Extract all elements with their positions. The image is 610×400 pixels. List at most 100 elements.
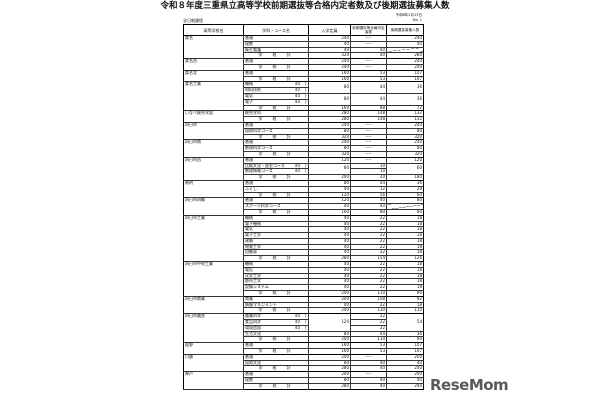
course-label: 総合学科: [245, 110, 261, 116]
school-name: いなべ総合学園: [183, 110, 244, 123]
course-label: 衛生看護: [245, 47, 261, 52]
later-value: 240: [386, 139, 424, 147]
school-name: 四日市農芸: [183, 313, 244, 344]
later-value: 80: [386, 127, 424, 135]
school-name: 桑名北: [183, 69, 244, 83]
course-label: 国際科学コース: [245, 128, 273, 133]
later-value: 180: [386, 174, 424, 181]
early-value: 44: [350, 92, 387, 106]
table-row: 建築 40 22 18: [184, 237, 424, 245]
brace-icon: }: [304, 325, 307, 330]
course-type-label: 全日制課程: [183, 17, 203, 23]
later-value: [386, 46, 424, 54]
course-label: 学 校 計: [258, 52, 294, 58]
course-label: 建築: [245, 238, 253, 243]
course-name: 普通: [243, 35, 309, 42]
course-label: 学 校 計: [258, 336, 294, 342]
course-label: 普通: [245, 139, 253, 145]
later-value: 320: [386, 133, 424, 141]
later-value: 36: [386, 81, 424, 94]
school-name: 菰野: [183, 342, 244, 355]
later-value: 120: [386, 156, 424, 164]
later-value: 36: [386, 92, 424, 106]
brace-icon: }: [304, 87, 307, 93]
table-row: 桑名 普通 240 ---- 240: [183, 34, 424, 60]
early-value: 44: [350, 81, 387, 94]
course-label: 普通: [245, 122, 253, 127]
later-value: 18: [386, 214, 424, 222]
course-name: スポーツ科学コース: [243, 203, 309, 210]
brace-icon: }: [304, 99, 307, 104]
course-label: 比較文化・歴史コース: [245, 163, 285, 168]
later-value: 80: [386, 197, 424, 205]
course-name: 電気: [243, 226, 309, 234]
table-row: 自動車 40 22 18: [184, 249, 424, 257]
table-row: 理数 40 ---- 40: [184, 40, 424, 48]
document-title: 令和８年度三重県立高等学校前期選抜等合格内定者数及び後期選抜募集人数: [160, 1, 450, 11]
course-label: 農業科学: [245, 313, 261, 319]
later-value: 18: [386, 226, 424, 234]
school-name: 桑名工業: [183, 81, 244, 112]
table-row: 四日市中央工業 機械 40 22 18: [183, 261, 424, 297]
brace-icon: }: [304, 313, 307, 319]
brace-icon: }: [304, 81, 307, 87]
course-label: 理数: [245, 41, 253, 46]
table-row: 国際科学コース 80 ---- 80: [184, 127, 424, 135]
later-value: 54: [386, 313, 424, 332]
table-row: 比較文化・歴史コース 40} 80 10 60: [184, 162, 424, 176]
course-label: 普通: [245, 197, 253, 203]
course-label: ふくし: [245, 186, 257, 191]
course-sub-capacity: 40: [294, 163, 300, 168]
brace-icon: }: [304, 168, 307, 174]
course-label: 学 校 計: [258, 255, 294, 261]
school-total-row: 学 校 計 320 ---- 320: [184, 150, 424, 158]
course-label: 普通: [245, 58, 253, 64]
school-total-row: 学 校 計 120 56 64: [184, 191, 424, 199]
course-label: 普通: [245, 70, 253, 75]
course-label: 食品科学: [245, 319, 261, 325]
course-label: 学 校 計: [258, 383, 294, 388]
school-name: 四日市商業: [183, 295, 244, 315]
course-label: 電気: [245, 267, 253, 272]
course-label: 都市工学: [245, 278, 261, 284]
later-value: 60: [386, 162, 424, 176]
later-value: 18: [386, 220, 424, 228]
table-row: 設備システム 40 22 18: [184, 284, 424, 292]
course-label: 学 校 計: [258, 290, 294, 296]
course-name: 学 校 計: [243, 191, 309, 199]
course-label: 学 校 計: [258, 105, 294, 110]
brace-icon: }: [304, 93, 307, 98]
school-total-row: 学 校 計 160 80 80: [184, 208, 424, 216]
school-total-row: 学 校 計 240 ---- 240: [184, 64, 424, 71]
table-header-row: 高等学校名 学科・コース名 入学定員 前期選抜等合格内定者数 後期選抜募集人数: [183, 24, 424, 36]
course-name: 比較文化・歴史コース 40}: [243, 162, 309, 170]
later-value: 240: [386, 35, 424, 42]
course-name: 学 校 計: [243, 174, 309, 181]
course-sub-capacity: 40: [294, 99, 300, 104]
course-name: 数理情報コース 40}: [243, 168, 309, 176]
course-name: 理数: [243, 40, 309, 48]
course-label: 学 校 計: [258, 348, 294, 354]
course-label: 普通: [245, 35, 253, 40]
course-label: 普通: [245, 342, 253, 348]
results-table: 高等学校名 学科・コース名 入学定員 前期選抜等合格内定者数 後期選抜募集人数 …: [183, 24, 424, 390]
course-name: 電子工学: [243, 232, 309, 239]
school-name: 朝明: [183, 179, 244, 199]
later-value: 80: [386, 208, 424, 216]
course-label: 自動車: [245, 249, 257, 255]
table-row: 衛生看護 40 40: [184, 46, 424, 54]
table-row: 四日市西 普通 120 ---- 120: [183, 156, 424, 181]
course-sub-capacity: 40: [294, 93, 300, 98]
capacity-value: 120: [308, 313, 351, 332]
table-row: 四日市四郷 普通 120 40 80: [183, 197, 424, 216]
course-label: 電気: [245, 226, 253, 232]
table-row: スポーツ科学コース 40 40: [184, 203, 424, 210]
course-name: 普通: [243, 197, 309, 205]
course-label: 学 校 計: [258, 365, 294, 371]
course-label: 商業: [245, 296, 253, 301]
course-label: 材料技術: [245, 87, 261, 93]
header-later: 後期選抜募集人数: [386, 24, 424, 36]
course-label: 機械: [245, 261, 253, 267]
school-name: 桑名西: [183, 58, 244, 71]
table-row: 菰野 普通 160 53 107: [183, 342, 424, 355]
